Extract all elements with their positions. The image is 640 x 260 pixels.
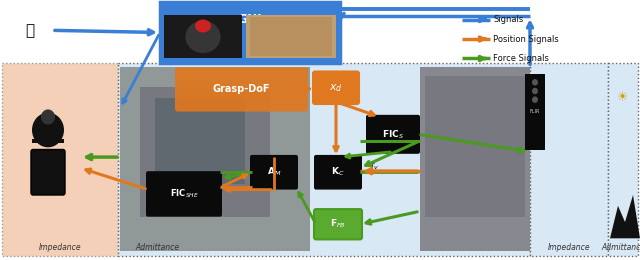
Bar <box>160 2 340 63</box>
Bar <box>120 67 310 251</box>
Text: Impedance: Impedance <box>548 243 590 252</box>
Bar <box>246 15 336 58</box>
Bar <box>525 74 545 150</box>
FancyBboxPatch shape <box>366 115 420 154</box>
Text: 🎮: 🎮 <box>26 23 35 38</box>
Text: Position Signals: Position Signals <box>493 35 559 43</box>
Circle shape <box>532 79 538 86</box>
Ellipse shape <box>186 21 221 53</box>
Bar <box>164 15 242 58</box>
Bar <box>140 87 270 217</box>
Ellipse shape <box>41 109 55 125</box>
Text: Signals: Signals <box>493 15 524 24</box>
FancyBboxPatch shape <box>313 72 359 104</box>
Text: $x_d$: $x_d$ <box>329 82 343 94</box>
Text: FIC$_{SHE}$: FIC$_{SHE}$ <box>170 188 198 200</box>
FancyBboxPatch shape <box>314 209 362 239</box>
Bar <box>118 63 530 256</box>
Text: ☀: ☀ <box>618 91 628 104</box>
FancyBboxPatch shape <box>175 67 308 112</box>
Bar <box>2 63 118 256</box>
Text: $f_v$: $f_v$ <box>370 159 379 172</box>
Polygon shape <box>610 195 640 238</box>
Text: Impedance: Impedance <box>38 243 81 252</box>
FancyBboxPatch shape <box>31 150 65 195</box>
Text: Admittance: Admittance <box>135 243 179 252</box>
Text: Force Signals: Force Signals <box>493 54 549 63</box>
Text: A$_M$: A$_M$ <box>267 166 281 179</box>
Bar <box>420 67 530 251</box>
Bar <box>155 98 245 184</box>
FancyBboxPatch shape <box>314 155 362 190</box>
Bar <box>530 63 608 256</box>
FancyBboxPatch shape <box>250 155 298 190</box>
Bar <box>250 17 332 56</box>
Text: FLIR: FLIR <box>530 109 540 114</box>
Text: Admittance: Admittance <box>601 243 640 252</box>
FancyBboxPatch shape <box>146 171 222 217</box>
Text: Grasp-DoF: Grasp-DoF <box>212 84 269 94</box>
Bar <box>608 63 638 256</box>
Circle shape <box>532 88 538 94</box>
Ellipse shape <box>32 113 64 147</box>
Text: F$_{FB}$: F$_{FB}$ <box>330 218 346 231</box>
Bar <box>32 139 64 143</box>
Text: FIC$_S$: FIC$_S$ <box>382 128 404 141</box>
Bar <box>425 76 525 217</box>
Ellipse shape <box>195 20 211 32</box>
Text: GUI: GUI <box>237 13 262 26</box>
Circle shape <box>532 96 538 103</box>
Text: K$_C$: K$_C$ <box>332 166 345 179</box>
